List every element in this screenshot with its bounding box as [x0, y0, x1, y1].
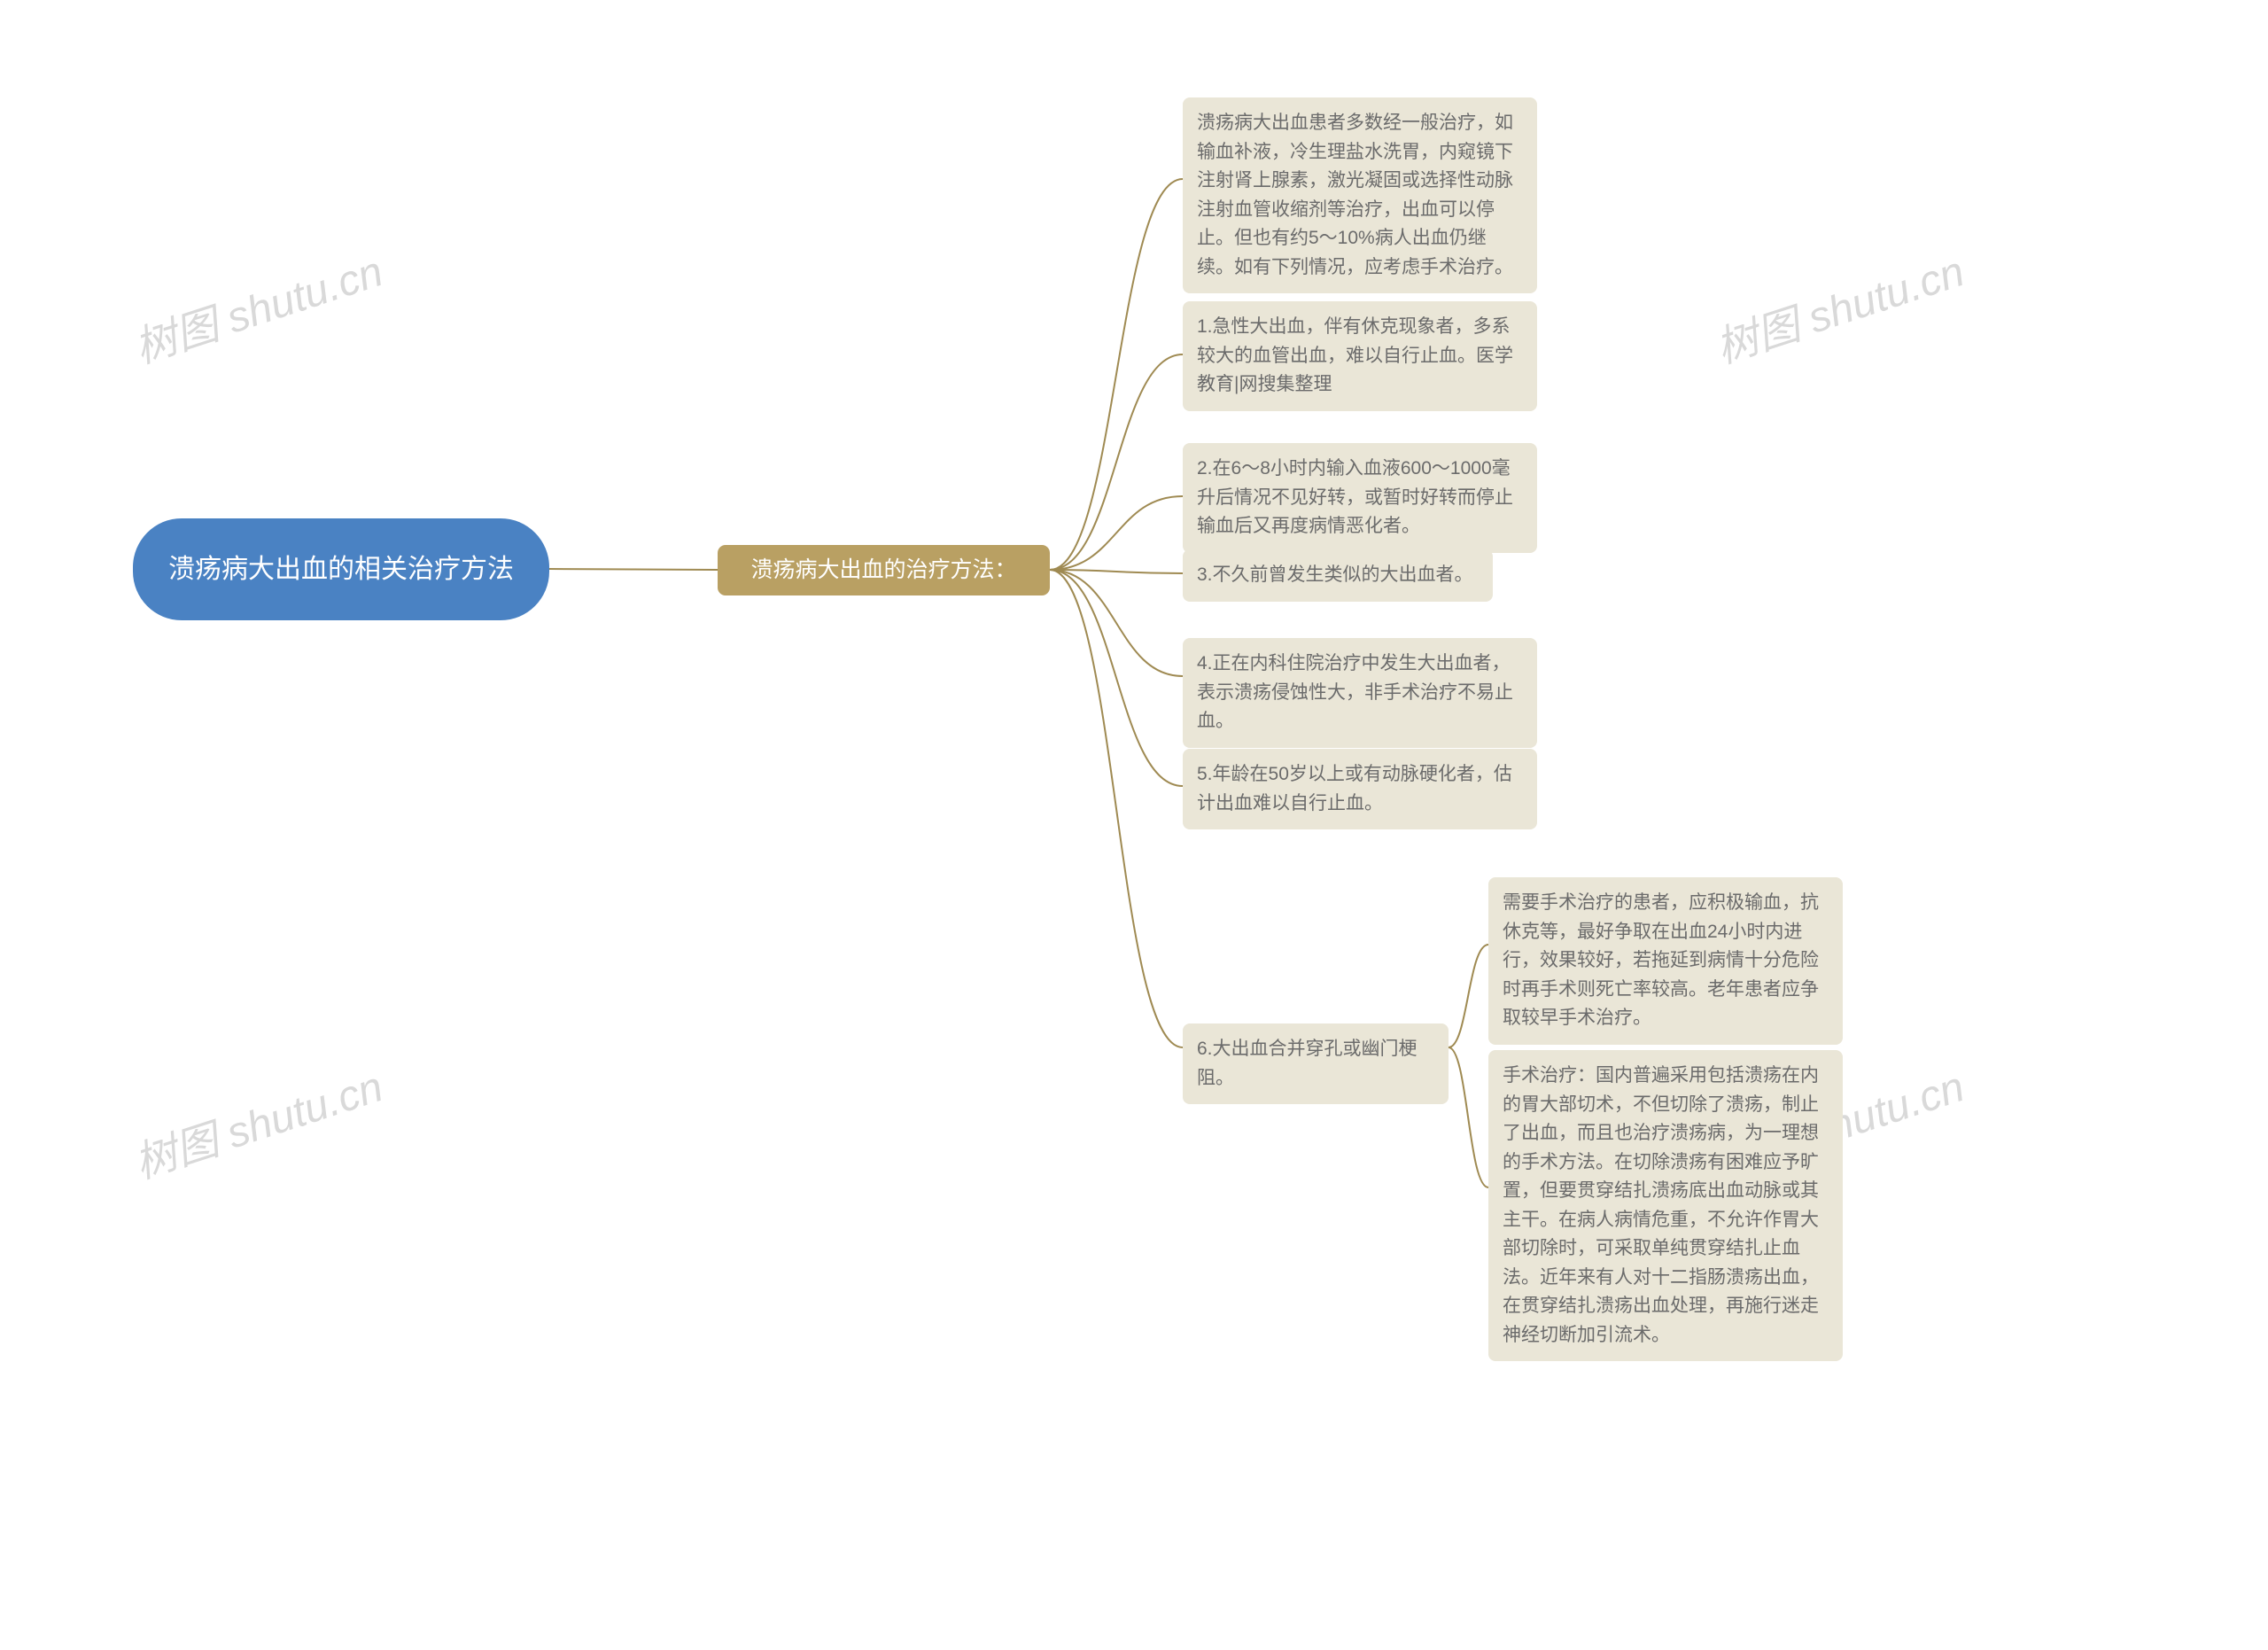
- watermark: 树图 shutu.cn: [125, 237, 389, 375]
- leaf-text: 5.年龄在50岁以上或有动脉硬化者，估计出血难以自行止血。: [1197, 764, 1512, 813]
- leaf-text: 6.大出血合并穿孔或幽门梗阻。: [1197, 1039, 1418, 1088]
- connector-lines: [0, 0, 2268, 1650]
- leaf-text: 4.正在内科住院治疗中发生大出血者，表示溃疡侵蚀性大，非手术治疗不易止血。: [1197, 653, 1513, 731]
- leaf-node-3[interactable]: 3.不久前曾发生类似的大出血者。: [1183, 549, 1493, 602]
- level1-node[interactable]: 溃疡病大出血的治疗方法：: [718, 545, 1050, 595]
- level1-node-label: 溃疡病大出血的治疗方法：: [750, 555, 1016, 586]
- leaf-node-2[interactable]: 2.在6～8小时内输入血液600～1000毫升后情况不见好转，或暂时好转而停止输…: [1183, 443, 1537, 553]
- leaf-node-6[interactable]: 6.大出血合并穿孔或幽门梗阻。: [1183, 1023, 1449, 1104]
- leaf-node-4[interactable]: 4.正在内科住院治疗中发生大出血者，表示溃疡侵蚀性大，非手术治疗不易止血。: [1183, 638, 1537, 748]
- leaf-node-1[interactable]: 1.急性大出血，伴有休克现象者，多系较大的血管出血，难以自行止血。医学教育|网搜…: [1183, 301, 1537, 411]
- sub-leaf-node-1[interactable]: 手术治疗：国内普遍采用包括溃疡在内的胃大部切术，不但切除了溃疡，制止了出血，而且…: [1488, 1050, 1843, 1361]
- sub-leaf-node-0[interactable]: 需要手术治疗的患者，应积极输血，抗休克等，最好争取在出血24小时内进行，效果较好…: [1488, 877, 1843, 1045]
- leaf-text: 1.急性大出血，伴有休克现象者，多系较大的血管出血，难以自行止血。医学教育|网搜…: [1197, 316, 1513, 394]
- root-node[interactable]: 溃疡病大出血的相关治疗方法: [133, 518, 549, 620]
- root-node-label: 溃疡病大出血的相关治疗方法: [168, 549, 514, 589]
- watermark: 树图 shutu.cn: [125, 1052, 389, 1190]
- leaf-node-0[interactable]: 溃疡病大出血患者多数经一般治疗，如输血补液，冷生理盐水洗胃，内窥镜下注射肾上腺素…: [1183, 97, 1537, 293]
- leaf-text: 2.在6～8小时内输入血液600～1000毫升后情况不见好转，或暂时好转而停止输…: [1197, 458, 1513, 536]
- watermark: 树图 shutu.cn: [1706, 237, 1970, 375]
- leaf-text: 溃疡病大出血患者多数经一般治疗，如输血补液，冷生理盐水洗胃，内窥镜下注射肾上腺素…: [1197, 113, 1513, 277]
- leaf-node-5[interactable]: 5.年龄在50岁以上或有动脉硬化者，估计出血难以自行止血。: [1183, 749, 1537, 829]
- leaf-text: 需要手术治疗的患者，应积极输血，抗休克等，最好争取在出血24小时内进行，效果较好…: [1503, 892, 1819, 1028]
- leaf-text: 手术治疗：国内普遍采用包括溃疡在内的胃大部切术，不但切除了溃疡，制止了出血，而且…: [1503, 1065, 1819, 1345]
- leaf-text: 3.不久前曾发生类似的大出血者。: [1197, 564, 1473, 585]
